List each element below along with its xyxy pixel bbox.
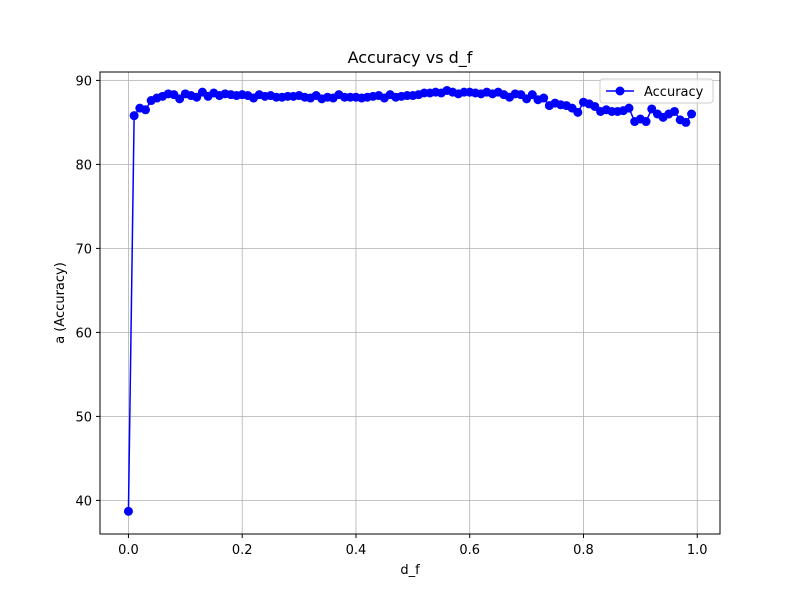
x-tick-label: 1.0 [687, 543, 708, 558]
legend-label-accuracy: Accuracy [644, 85, 704, 100]
legend: Accuracy [599, 78, 714, 104]
x-axis-label: d_f [400, 563, 420, 578]
y-tick-label: 50 [75, 410, 92, 425]
x-tick-label: 0.2 [232, 543, 253, 558]
data-point [141, 105, 150, 115]
y-tick-label: 90 [75, 74, 92, 89]
data-point [573, 107, 583, 117]
data-point [681, 117, 691, 127]
x-tick-label: 0.6 [459, 543, 480, 558]
data-point [129, 111, 139, 121]
data-point [641, 117, 651, 127]
y-axis-ticks: 40 50 60 70 80 90 [75, 74, 100, 509]
series-layer [123, 85, 697, 516]
x-tick-label: 0.8 [573, 543, 594, 558]
x-tick-label: 0.0 [118, 543, 139, 558]
data-point [539, 93, 549, 103]
data-point [687, 109, 697, 119]
x-tick-label: 0.4 [346, 543, 367, 558]
data-point [670, 106, 679, 116]
data-point [123, 506, 133, 516]
legend-box [599, 78, 714, 104]
legend-marker-accuracy [615, 86, 625, 96]
x-axis-ticks: 0.0 0.2 0.4 0.6 0.8 1.0 [118, 534, 708, 558]
y-tick-label: 40 [75, 494, 92, 509]
y-tick-label: 80 [75, 158, 92, 173]
grid-lines [100, 72, 720, 534]
y-tick-label: 70 [75, 242, 92, 257]
data-point [624, 103, 634, 113]
y-tick-label: 60 [75, 326, 92, 341]
axes-frame [99, 71, 721, 535]
y-axis-label: a (Accuracy) [53, 262, 68, 344]
chart-title: Accuracy vs d_f [348, 48, 473, 68]
